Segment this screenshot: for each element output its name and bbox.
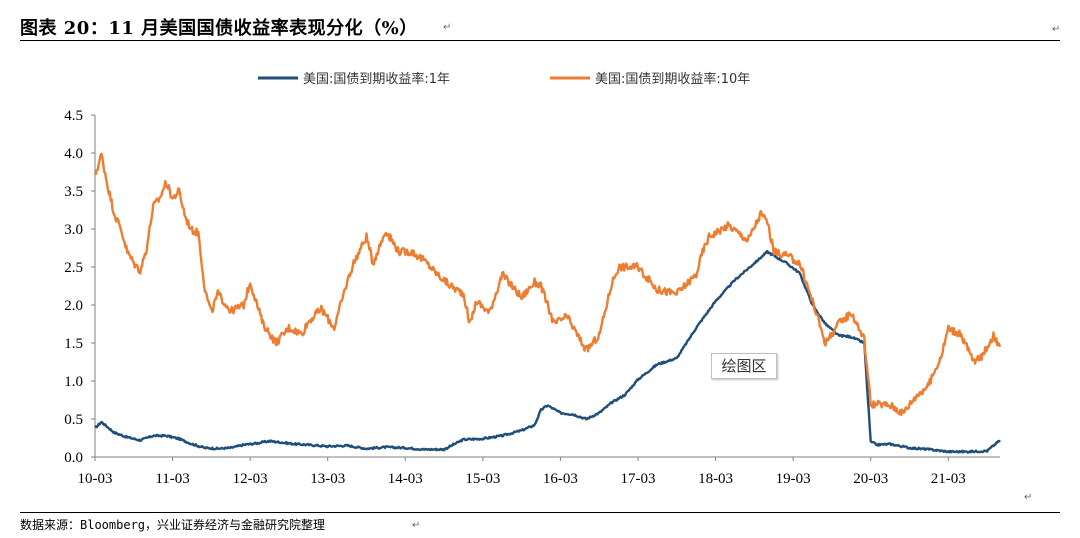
footer-rule xyxy=(20,512,1060,513)
y-tick-label: 3.0 xyxy=(64,222,83,238)
x-tick-label: 18-03 xyxy=(698,471,733,487)
paragraph-mark-icon: ↵ xyxy=(412,520,421,531)
y-tick-label: 0.5 xyxy=(64,412,83,428)
paragraph-mark-icon: ↵ xyxy=(443,22,452,33)
plot-area-tooltip: 绘图区 xyxy=(711,353,777,379)
series-line-1y xyxy=(94,249,1001,454)
legend: 美国:国债到期收益率:1年 美国:国债到期收益率:10年 xyxy=(258,71,750,87)
x-tick-label: 10-03 xyxy=(78,471,113,487)
x-tick-label: 21-03 xyxy=(931,471,966,487)
series-layer xyxy=(94,152,1002,454)
y-tick-label: 2.5 xyxy=(64,260,83,276)
x-tick-label: 19-03 xyxy=(776,471,811,487)
source-note: 数据来源：Bloomberg，兴业证券经济与金融研究院整理 xyxy=(20,518,326,532)
y-tick-label: 3.5 xyxy=(64,184,83,200)
y-tick-label: 0.0 xyxy=(64,450,83,466)
title-bar: 图表 20：11 月美国国债收益率表现分化（%） ↵ xyxy=(20,12,1060,41)
axes: 0.0 0.5 1.0 1.5 2.0 2.5 3.0 3.5 4.0 4.5 10-03 11-03… xyxy=(64,108,1000,487)
x-tick-label: 11-03 xyxy=(155,471,189,487)
chart-title: 图表 20：11 月美国国债收益率表现分化（%） xyxy=(20,18,418,39)
y-tick-label: 4.5 xyxy=(64,108,83,124)
x-tick-label: 13-03 xyxy=(310,471,345,487)
x-tick-label: 20-03 xyxy=(853,471,888,487)
series-line-10y xyxy=(94,152,1002,416)
legend-label: 美国:国债到期收益率:1年 xyxy=(303,71,450,87)
paragraph-mark-icon: ↵ xyxy=(1024,492,1033,503)
x-tick-label: 17-03 xyxy=(621,471,656,487)
y-tick-label: 2.0 xyxy=(64,298,83,314)
legend-label: 美国:国债到期收益率:10年 xyxy=(595,71,750,87)
y-tick-label: 1.5 xyxy=(64,336,83,352)
x-tick-label: 12-03 xyxy=(233,471,268,487)
y-tick-label: 1.0 xyxy=(64,374,83,390)
x-tick-label: 15-03 xyxy=(465,471,500,487)
paragraph-mark-icon: ↵ xyxy=(1052,24,1061,35)
y-tick-label: 4.0 xyxy=(64,146,83,162)
x-tick-label: 16-03 xyxy=(543,471,578,487)
x-tick-label: 14-03 xyxy=(388,471,423,487)
